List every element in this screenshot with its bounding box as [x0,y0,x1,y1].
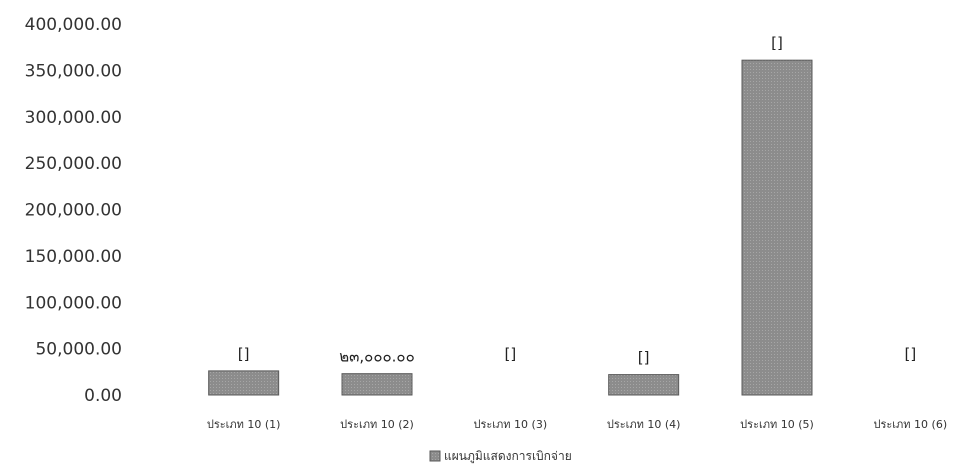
bar [208,370,280,396]
data-label: [] [771,34,783,52]
y-tick-label: 250,000.00 [25,154,122,174]
data-label: [] [238,345,250,363]
x-category-label: ประเภท 10 (2) [340,418,414,431]
y-tick-label: 300,000.00 [25,108,122,128]
x-category-label: ประเภท 10 (4) [607,418,681,431]
bar [608,374,680,396]
y-tick-label: 50,000.00 [35,340,122,360]
bars [208,59,813,396]
data-label: [] [504,345,516,363]
bar [741,59,813,396]
x-category-label: ประเภท 10 (1) [207,418,281,431]
y-tick-label: 150,000.00 [25,247,122,267]
legend: แผนภูมิแสดงการเบิกจ่าย [429,449,572,464]
y-axis: 0.00 50,000.00 100,000.00 150,000.00 200,000… [25,15,122,406]
y-tick-label: 350,000.00 [25,61,122,81]
x-category-label: ประเภท 10 (6) [874,418,948,431]
y-tick-label: 400,000.00 [25,15,122,35]
legend-label: แผนภูมิแสดงการเบิกจ่าย [444,449,572,464]
data-labels: [] ๒๓,๐๐๐.๐๐ [] [] [] [] [238,34,916,366]
x-category-label: ประเภท 10 (3) [474,418,548,431]
data-label: [] [638,349,650,367]
legend-swatch [429,450,441,462]
data-label: ๒๓,๐๐๐.๐๐ [339,348,414,366]
x-category-label: ประเภท 10 (5) [740,418,814,431]
y-tick-label: 100,000.00 [25,293,122,313]
y-tick-label: 200,000.00 [25,201,122,221]
x-axis: ประเภท 10 (1) ประเภท 10 (2) ประเภท 10 (3) ป… [207,418,947,431]
y-tick-label: 0.00 [84,386,122,406]
bar [341,373,413,396]
data-label: [] [904,345,916,363]
